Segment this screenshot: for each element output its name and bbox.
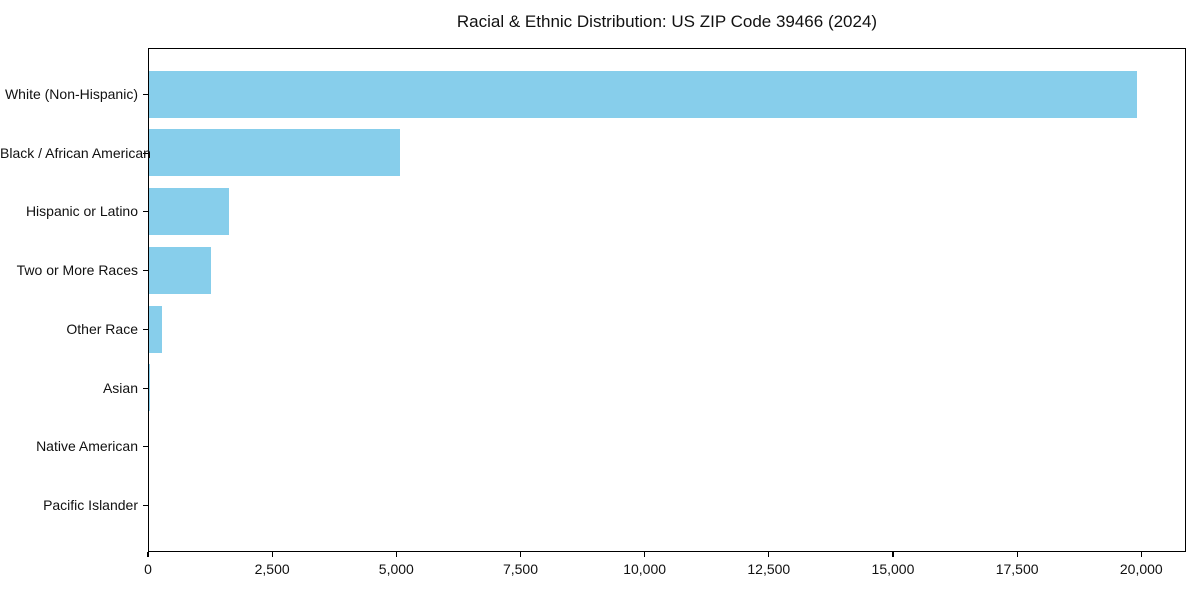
bar-other-race [149, 305, 162, 353]
y-axis-tick [143, 93, 148, 95]
x-axis-tick [1140, 552, 1142, 557]
x-axis-tick-label: 0 [144, 561, 152, 577]
x-axis-tick [1016, 552, 1018, 557]
y-axis-label: Pacific Islander [43, 497, 138, 514]
x-axis-tick-label: 10,000 [623, 561, 667, 577]
x-axis-tick-label: 15,000 [871, 561, 915, 577]
chart-title: Racial & Ethnic Distribution: US ZIP Cod… [456, 12, 878, 31]
y-axis-tick [143, 446, 148, 448]
x-axis-tick [271, 552, 273, 557]
x-axis-tick-label: 2,500 [254, 561, 290, 577]
plot-area [148, 48, 1186, 552]
y-axis-tick [143, 328, 148, 330]
y-axis-label: Two or More Races [16, 262, 138, 279]
y-axis-label: Black / African American [0, 144, 151, 161]
y-axis-tick [143, 387, 148, 389]
bar-white-non-hispanic [149, 70, 1138, 118]
x-axis-tick [147, 552, 149, 557]
y-axis-tick [143, 152, 148, 154]
x-axis-tick [768, 552, 770, 557]
bar-asian [149, 364, 151, 412]
bar-hispanic-or-latino [149, 188, 229, 236]
y-axis-label: Native American [36, 438, 138, 455]
x-axis-tick-label: 5,000 [378, 561, 414, 577]
x-axis-tick [892, 552, 894, 557]
y-axis-tick [143, 211, 148, 213]
x-axis-tick [395, 552, 397, 557]
y-axis-label: White (Non-Hispanic) [4, 85, 138, 102]
x-axis-tick-label: 12,500 [747, 561, 791, 577]
y-axis-label: Asian [102, 379, 138, 396]
bar-black-african-american [149, 129, 400, 177]
x-axis-tick [519, 552, 522, 557]
x-axis-tick-label: 7,500 [502, 561, 538, 577]
x-axis-tick-label: 17,500 [995, 561, 1039, 577]
x-axis-tick [644, 552, 646, 557]
y-axis-label: Hispanic or Latino [25, 203, 138, 220]
bar-two-or-more-races [149, 246, 212, 294]
y-axis-tick [143, 270, 148, 272]
y-axis-label: Other Race [66, 320, 138, 337]
x-axis-tick-label: 20,000 [1119, 561, 1163, 577]
y-axis-tick [143, 504, 148, 507]
